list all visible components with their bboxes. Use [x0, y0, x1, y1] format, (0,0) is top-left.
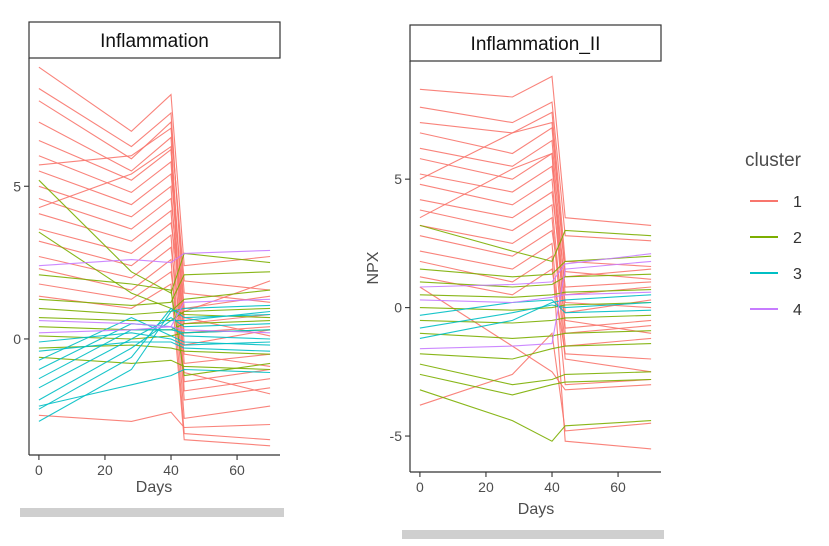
strip-background-inflammation-ii [409, 24, 662, 62]
x-tick-label: 40 [544, 479, 560, 495]
series-line-cluster-1-13 [38, 258, 271, 441]
series-line-cluster-2-28 [38, 274, 271, 377]
panel-inflammation-ii: Inflammation_II 0 20 40 60 -5 0 5 Days NPX [365, 24, 664, 539]
x-axis-title-inflammation: Days [136, 479, 172, 496]
series-line-cluster-2-19 [419, 224, 652, 263]
series-line-cluster-1-4 [38, 139, 271, 325]
series-line-cluster-1-0 [38, 66, 271, 267]
series-line-cluster-3-38 [38, 368, 271, 407]
y-tick-label: -5 [390, 428, 403, 444]
series-line-cluster-3-30 [419, 294, 652, 339]
x-tick-label: 0 [416, 479, 424, 495]
legend-label-cluster-2: 2 [793, 230, 802, 247]
y-tick-label: 5 [394, 171, 402, 187]
series-line-cluster-1-18 [38, 145, 271, 392]
series-line-cluster-3-35 [38, 316, 271, 361]
series-line-cluster-1-7 [38, 185, 271, 383]
series-line-cluster-1-4 [419, 139, 652, 296]
x-tick-label: 40 [163, 462, 179, 478]
x-tick-label: 20 [97, 462, 113, 478]
series-line-cluster-1-10 [38, 221, 271, 337]
series-line-cluster-1-9 [38, 209, 271, 401]
series-line-cluster-1-12 [38, 246, 271, 367]
axis-ticks-inflammation-ii: 0 20 40 60 -5 0 5 [390, 171, 627, 495]
x-tick-label: 20 [478, 479, 494, 495]
legend-label-cluster-1: 1 [793, 194, 802, 211]
strip-label-inflammation: Inflammation [100, 31, 209, 52]
legend-label-cluster-3: 3 [793, 266, 802, 283]
scrollbar-inflammation-ii [402, 530, 664, 539]
series-line-cluster-2-23 [419, 301, 652, 311]
series-line-cluster-1-12 [419, 242, 652, 386]
series-line-cluster-4-39 [38, 249, 271, 267]
series-line-cluster-4-35 [419, 291, 652, 304]
series-line-cluster-1-10 [419, 216, 652, 373]
series-line-cluster-1-11 [419, 229, 652, 334]
y-tick-label: 0 [394, 300, 402, 316]
series-line-cluster-1-14 [38, 270, 271, 395]
strip-label-inflammation-ii: Inflammation_II [471, 34, 601, 55]
legend: cluster 1 2 3 4 [745, 150, 802, 319]
series-line-cluster-2-24 [419, 314, 652, 324]
series-line-cluster-1-3 [38, 121, 271, 346]
series-line-cluster-1-16 [38, 411, 271, 429]
x-tick-label: 0 [35, 462, 43, 478]
series-line-cluster-1-17 [38, 127, 271, 291]
series-line-cluster-3-36 [38, 341, 271, 352]
series-lines-inflammation-ii [419, 75, 652, 450]
series-line-cluster-3-31 [38, 310, 271, 401]
series-line-cluster-2-22 [419, 289, 652, 298]
panel-inflammation: Inflammation 0 20 40 60 0 5 Days [13, 21, 284, 517]
x-tick-label: 60 [229, 462, 245, 478]
x-tick-label: 60 [610, 479, 626, 495]
series-line-cluster-1-16 [419, 286, 652, 391]
strip-background-inflammation [28, 21, 281, 59]
series-line-cluster-3-37 [38, 332, 271, 346]
x-axis-title-inflammation-ii: Days [518, 501, 554, 518]
series-line-cluster-2-19 [38, 271, 271, 306]
y-tick-label: 0 [13, 331, 21, 347]
series-line-cluster-2-20 [419, 255, 652, 278]
series-line-cluster-3-32 [419, 299, 652, 316]
series-line-cluster-2-26 [419, 363, 652, 386]
series-line-cluster-1-15 [38, 283, 271, 447]
series-line-cluster-1-9 [419, 203, 652, 347]
y-tick-label: 5 [13, 178, 21, 194]
series-line-cluster-2-25 [38, 356, 271, 371]
series-line-cluster-1-15 [419, 332, 652, 432]
series-line-cluster-1-18 [419, 152, 652, 334]
y-axis-title-npx: NPX [365, 251, 382, 284]
legend-title: cluster [745, 150, 802, 171]
series-line-cluster-2-27 [38, 231, 271, 319]
legend-label-cluster-4: 4 [793, 302, 802, 319]
series-line-cluster-3-32 [38, 316, 271, 389]
series-line-cluster-2-27 [419, 373, 652, 396]
series-line-cluster-3-33 [38, 329, 271, 380]
series-line-cluster-4-41 [38, 320, 271, 334]
series-line-cluster-1-14 [419, 268, 652, 360]
series-lines-inflammation [38, 66, 271, 447]
axis-ticks-inflammation: 0 20 40 60 0 5 [13, 178, 245, 478]
series-line-cluster-2-29 [419, 343, 652, 360]
scrollbar-inflammation [20, 508, 284, 517]
series-line-cluster-2-28 [419, 389, 652, 442]
series-line-cluster-1-2 [419, 111, 652, 268]
series-line-cluster-4-33 [419, 260, 652, 350]
series-line-cluster-3-31 [419, 301, 652, 329]
series-line-cluster-1-6 [419, 165, 652, 288]
legend-items: 1 2 3 4 [750, 194, 802, 319]
series-line-cluster-4-34 [419, 253, 652, 288]
series-line-cluster-1-6 [38, 170, 271, 310]
series-line-cluster-1-11 [38, 234, 271, 420]
series-line-cluster-1-0 [419, 75, 652, 226]
series-line-cluster-2-25 [419, 330, 652, 339]
series-line-cluster-1-7 [419, 178, 652, 329]
series-line-cluster-3-29 [38, 304, 271, 422]
series-line-cluster-1-5 [38, 155, 271, 365]
series-line-cluster-1-1 [419, 101, 652, 242]
series-line-cluster-3-30 [38, 307, 271, 410]
series-line-cluster-1-17 [419, 121, 652, 280]
series-line-cluster-1-13 [419, 255, 652, 450]
